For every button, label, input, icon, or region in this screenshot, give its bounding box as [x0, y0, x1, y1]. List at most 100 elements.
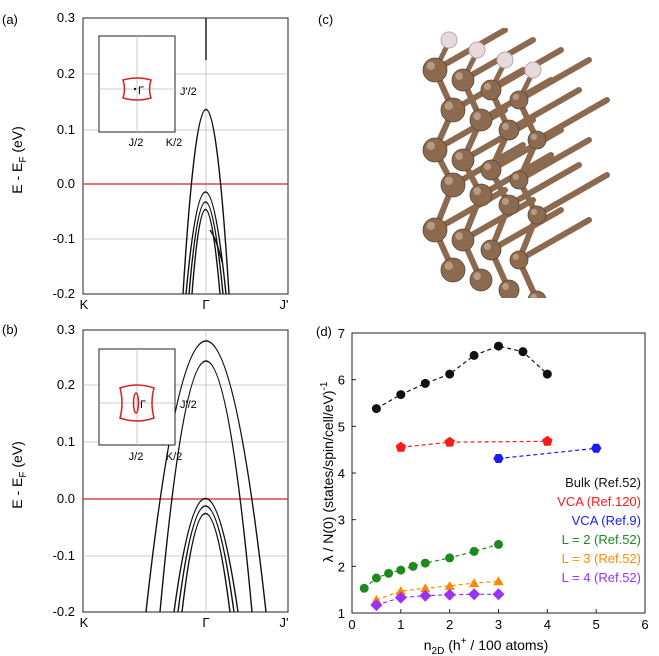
panel-a-ytick: -0.1 [53, 231, 75, 246]
data-point [444, 580, 455, 590]
carbon-atom [498, 119, 520, 141]
atom-highlight [484, 163, 491, 170]
data-point [469, 350, 479, 360]
carbon-atom [469, 108, 493, 132]
band-curve [145, 340, 267, 613]
gamma-point-marker [133, 87, 137, 91]
carbon-atom [527, 130, 547, 150]
data-point [395, 586, 406, 596]
panel-b-xtick: J' [280, 615, 289, 630]
panel-a-xtick: K [80, 297, 89, 312]
data-point [408, 561, 418, 571]
carbon-atom [509, 170, 529, 190]
carbon-atom [527, 205, 547, 225]
carbon-atom [509, 250, 529, 270]
atom-highlight [484, 243, 491, 250]
panel-d-xticks: 0 1 2 3 4 5 6 [348, 609, 649, 632]
panel-a: (a) 0.3 0.2 0.1 0.0 -0.1 -0.2 K Γ J' E -… [2, 10, 289, 312]
carbon-atom [422, 57, 448, 83]
inset-jp2-label: J'/2 [180, 399, 197, 411]
data-point [443, 588, 456, 601]
panel-b: (b) 0.3 0.2 0.1 0.0 -0.1 -0.2 K Γ J' E -… [2, 322, 289, 630]
panel-b-ytick: -0.1 [53, 548, 75, 563]
carbon-atom [509, 90, 529, 110]
atom-highlight [426, 61, 435, 70]
legend-entry: Bulk (Ref.52) [565, 475, 641, 490]
series-line [363, 543, 499, 589]
panel-b-yticks: 0.3 0.2 0.1 0.0 -0.1 -0.2 [53, 322, 75, 619]
bond [488, 127, 564, 173]
panel-a-yticks: 0.3 0.2 0.1 0.0 -0.1 -0.2 [53, 10, 75, 301]
atom-highlight [444, 176, 453, 185]
data-point [542, 369, 552, 379]
data-point [518, 347, 528, 357]
carbon-atom [498, 194, 520, 216]
panel-d-ytick: 1 [338, 606, 345, 621]
panel-a-ytick: 0.3 [57, 10, 75, 25]
panel-b-inset: Γ J'/2 J/2 K/2 [98, 348, 197, 463]
data-point [494, 539, 503, 549]
atom-highlight [530, 133, 537, 141]
atom-highlight [502, 198, 509, 205]
panel-d-ylabel: λ / N(0) (states/spin/cell/eV)-1 [319, 381, 336, 562]
data-point [494, 341, 503, 351]
carbon-atom [480, 79, 502, 101]
atom-highlight [473, 272, 481, 280]
panel-d-ytick: 7 [338, 326, 345, 341]
panel-d-xtick: 5 [593, 617, 600, 632]
data-point [395, 441, 407, 452]
bond [516, 217, 592, 263]
panel-d-legend: Bulk (Ref.52) VCA (Ref.120) VCA (Ref.9) L =… [557, 475, 641, 585]
data-point [359, 583, 369, 593]
bond [432, 107, 508, 153]
data-point [419, 589, 432, 602]
panel-a-xtick: Γ [202, 297, 209, 312]
band-curve [188, 201, 224, 295]
panel-a-ytick: -0.2 [53, 286, 75, 301]
carbon-atom [422, 217, 448, 243]
series-group [370, 588, 505, 612]
panel-b-ytick: 0.2 [57, 377, 75, 392]
band-curve [159, 360, 253, 613]
panel-b-ytick: 0.1 [57, 434, 75, 449]
crystal-structure [422, 28, 610, 298]
inset-gamma-label: Γ [138, 85, 144, 97]
panel-b-xtick: Γ [202, 615, 209, 630]
data-point [384, 568, 394, 578]
carbon-atom [469, 183, 493, 207]
atom-highlight [512, 93, 519, 100]
carbon-atom [527, 290, 547, 298]
panel-d-yticks: 1 2 3 4 5 6 7 [338, 326, 356, 621]
panel-b-xtick: K [80, 615, 89, 630]
hydrogen-atom [496, 51, 514, 69]
carbon-atom [422, 137, 448, 163]
series-group [371, 341, 552, 414]
panel-c-label: (c) [318, 12, 333, 27]
data-point [445, 369, 455, 379]
bond [534, 172, 610, 218]
atom-highlight [455, 232, 463, 240]
panel-a-ylabel: E - EF (eV) [9, 126, 29, 194]
hydrogen-atom [524, 61, 542, 79]
data-point [469, 546, 479, 556]
panel-b-frame [82, 329, 289, 613]
carbon-atom [440, 172, 466, 198]
fermi-surface-contour [122, 77, 152, 101]
data-point [396, 390, 406, 400]
panel-d-xtick: 1 [397, 617, 404, 632]
data-point [444, 436, 455, 447]
bond [460, 117, 536, 163]
band-curve [181, 513, 231, 613]
panel-b-label: (b) [2, 322, 18, 337]
bond [506, 87, 582, 133]
data-point [468, 588, 481, 601]
legend-entry: VCA (Ref.9) [572, 513, 641, 528]
legend-entry: L = 4 (Ref.52) [562, 570, 641, 585]
atom-highlight [502, 283, 509, 290]
panel-b-ytick: -0.2 [53, 604, 75, 619]
panel-c: (c) [318, 12, 610, 298]
panel-d-ytick: 3 [338, 513, 345, 528]
atom-highlight [473, 187, 481, 195]
